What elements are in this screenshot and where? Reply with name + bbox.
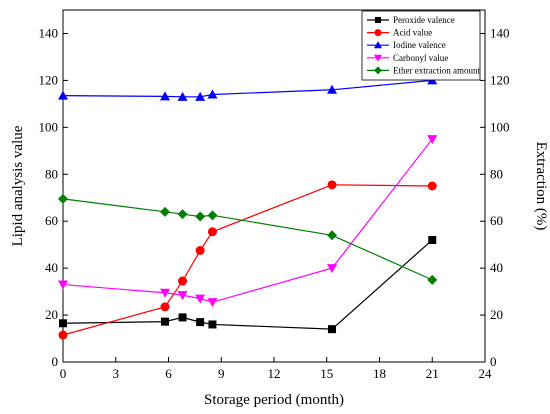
legend-label: Carbonyl value (393, 53, 448, 63)
x-tick-label: 24 (479, 366, 493, 381)
acid-value-point (58, 330, 68, 340)
iodine-valence-point (195, 91, 206, 101)
ether-extraction-amount-point (177, 209, 188, 220)
y2-tick-label: 20 (490, 307, 503, 322)
x-tick-label: 3 (113, 366, 120, 381)
carbonyl-value-point (159, 288, 170, 298)
series-acid-value (58, 180, 437, 340)
ether-extraction-amount-point (427, 274, 438, 285)
legend-swatch-marker (375, 17, 381, 23)
legend-label: Peroxide valence (393, 15, 455, 25)
y2-tick-label: 120 (490, 72, 510, 87)
x-tick-label: 0 (60, 366, 67, 381)
peroxide-valence-point (428, 235, 437, 244)
ether-extraction-amount-point (207, 210, 218, 221)
x-tick-label: 18 (373, 366, 386, 381)
iodine-valence-point (327, 84, 338, 94)
iodine-valence-point (207, 89, 218, 99)
y2-tick-label: 60 (490, 213, 503, 228)
acid-value-point (160, 302, 170, 312)
x-tick-label: 9 (218, 366, 225, 381)
carbonyl-value-point (207, 298, 218, 308)
carbonyl-value-point (195, 294, 206, 304)
iodine-valence-point (58, 90, 68, 100)
ether-extraction-amount-point (58, 193, 68, 204)
peroxide-valence-point (328, 325, 337, 334)
y2-tick-label: 0 (490, 354, 497, 369)
legend-label: Iodine valence (393, 40, 446, 50)
y-tick-label: 20 (45, 307, 58, 322)
peroxide-valence-point (160, 317, 169, 326)
y-tick-label: 120 (39, 72, 59, 87)
legend-swatch-marker (374, 29, 382, 37)
legend-entry-ether-extraction-amount: Ether extraction amount (367, 65, 480, 75)
legend-entry-acid-value: Acid value (367, 28, 432, 38)
legend-swatch-marker (374, 54, 382, 62)
legend: Peroxide valence Acid value Iodine valence… (361, 10, 480, 81)
x-tick-label: 21 (426, 366, 439, 381)
y-tick-label: 80 (45, 166, 58, 181)
peroxide-valence-point (208, 320, 217, 329)
right-y-axis-title: Extraction (%) (533, 142, 549, 231)
left-y-axis-title: Lipid analysis value (10, 125, 26, 246)
acid-value-line (62, 184, 433, 336)
acid-value-point (178, 276, 188, 286)
peroxide-valence-point (178, 313, 187, 322)
y2-tick-label: 140 (490, 25, 510, 40)
x-axis-ticks: 0 3 6 9 12 15 18 21 24 (60, 357, 492, 381)
legend-entry-carbonyl-value: Carbonyl value (367, 53, 448, 63)
peroxide-valence-line (62, 239, 433, 330)
ether-extraction-amount-point (159, 206, 170, 217)
y-tick-label: 140 (39, 25, 59, 40)
y-tick-label: 60 (45, 213, 58, 228)
series-peroxide-valence (59, 235, 437, 334)
carbonyl-value-point (177, 291, 188, 301)
iodine-valence-line (62, 79, 433, 98)
legend-entry-peroxide-valence: Peroxide valence (367, 15, 455, 25)
x-tick-label: 12 (268, 366, 281, 381)
acid-value-point (207, 227, 217, 237)
y-tick-label: 40 (45, 260, 58, 275)
series-iodine-valence (58, 75, 438, 101)
legend-swatch-marker (374, 41, 382, 49)
iodine-valence-point (177, 91, 188, 101)
right-y-axis-ticks: 0 20 40 60 80 100 120 140 (480, 25, 510, 369)
peroxide-valence-point (196, 318, 205, 327)
carbonyl-value-point (327, 264, 338, 274)
carbonyl-value-point (58, 280, 68, 290)
iodine-valence-point (159, 91, 170, 101)
legend-entry-iodine-valence: Iodine valence (367, 40, 446, 50)
legend-label: Ether extraction amount (393, 65, 480, 75)
x-tick-label: 15 (320, 366, 333, 381)
series-carbonyl-value (58, 135, 438, 308)
ether-extraction-amount-point (327, 230, 338, 241)
y2-tick-label: 80 (490, 166, 503, 181)
acid-value-point (327, 180, 337, 190)
x-tick-label: 6 (165, 366, 172, 381)
y2-tick-label: 40 (490, 260, 503, 275)
x-axis-title: Storage period (month) (204, 392, 344, 408)
legend-swatch-marker (374, 66, 382, 75)
y-tick-label: 100 (39, 119, 59, 134)
y2-tick-label: 100 (490, 119, 510, 134)
acid-value-point (195, 246, 205, 256)
series-ether-extraction-amount (58, 193, 438, 285)
legend-label: Acid value (393, 28, 432, 38)
series-layer (58, 75, 438, 340)
peroxide-valence-point (59, 319, 67, 328)
left-y-axis-ticks: 0 20 40 60 80 100 120 140 (39, 25, 68, 369)
ether-extraction-amount-point (195, 211, 206, 222)
acid-value-point (427, 181, 437, 191)
y-tick-label: 0 (52, 354, 59, 369)
carbonyl-value-point (427, 135, 438, 145)
